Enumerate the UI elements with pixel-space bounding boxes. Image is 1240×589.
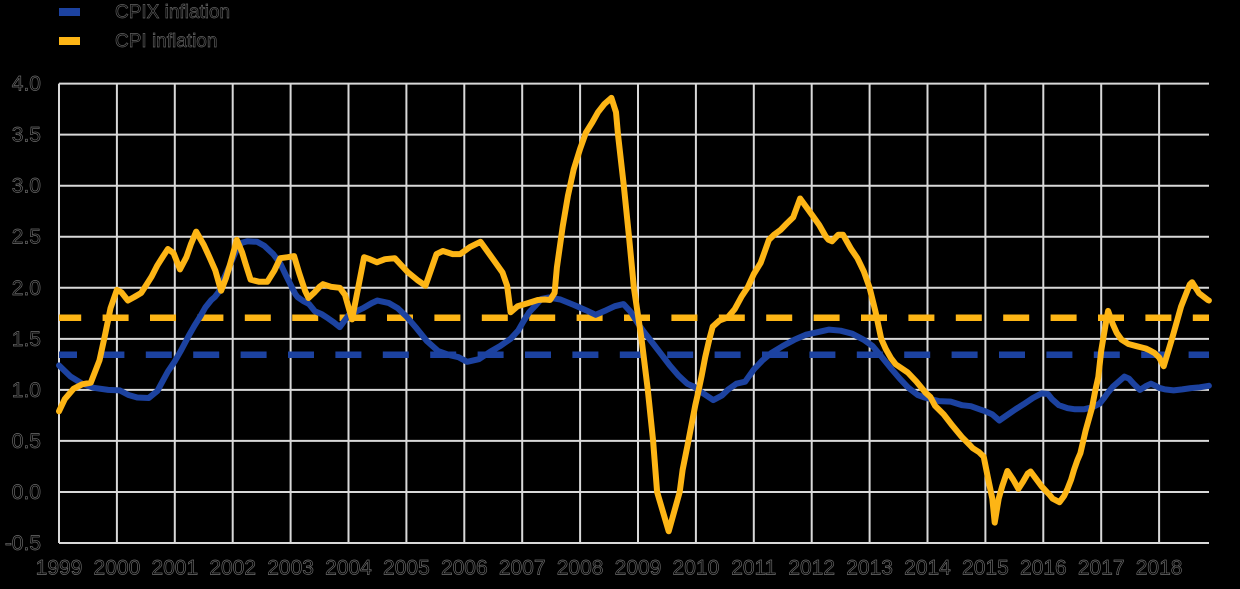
svg-text:1.0: 1.0 — [12, 379, 41, 402]
svg-text:2012: 2012 — [788, 557, 835, 580]
svg-text:2004: 2004 — [325, 557, 372, 580]
svg-text:2018: 2018 — [1136, 557, 1183, 580]
svg-text:1999: 1999 — [36, 557, 83, 580]
svg-text:3.5: 3.5 — [12, 124, 41, 147]
svg-text:2017: 2017 — [1078, 557, 1125, 580]
svg-text:4.0: 4.0 — [12, 73, 41, 96]
svg-text:-0.5: -0.5 — [5, 532, 41, 555]
svg-text:2001: 2001 — [151, 557, 198, 580]
svg-text:2015: 2015 — [962, 557, 1009, 580]
svg-text:2000: 2000 — [94, 557, 141, 580]
svg-text:2002: 2002 — [209, 557, 256, 580]
svg-text:2013: 2013 — [846, 557, 893, 580]
svg-text:2011: 2011 — [731, 557, 776, 580]
svg-text:2016: 2016 — [1020, 557, 1067, 580]
svg-text:0.0: 0.0 — [12, 481, 41, 504]
svg-text:CPIX inflation: CPIX inflation — [115, 2, 230, 23]
svg-text:2009: 2009 — [615, 557, 662, 580]
svg-text:1.5: 1.5 — [12, 328, 41, 351]
svg-text:2007: 2007 — [499, 557, 546, 580]
svg-text:2005: 2005 — [383, 557, 430, 580]
svg-text:2.5: 2.5 — [12, 226, 41, 249]
svg-text:2014: 2014 — [904, 557, 951, 580]
svg-text:3.0: 3.0 — [12, 175, 41, 198]
svg-text:2006: 2006 — [441, 557, 488, 580]
svg-text:2008: 2008 — [557, 557, 604, 580]
svg-text:2003: 2003 — [267, 557, 314, 580]
svg-text:2.0: 2.0 — [12, 277, 41, 300]
svg-text:2010: 2010 — [673, 557, 720, 580]
svg-text:CPI inflation: CPI inflation — [115, 31, 217, 52]
svg-text:0.5: 0.5 — [12, 430, 41, 453]
